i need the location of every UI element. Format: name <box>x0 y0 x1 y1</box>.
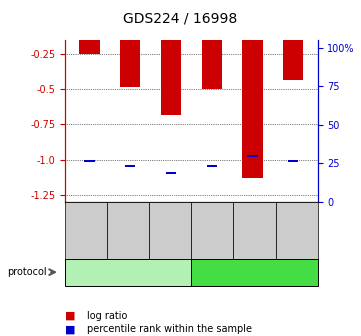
Text: ■: ■ <box>65 311 75 321</box>
Text: GDS224 / 16998: GDS224 / 16998 <box>123 12 238 26</box>
Bar <box>120 19 140 87</box>
Bar <box>84 160 95 162</box>
Text: percentile rank within the sample: percentile rank within the sample <box>87 324 252 334</box>
Text: single round amplification: single round amplification <box>83 269 174 275</box>
Text: log ratio: log ratio <box>87 311 127 321</box>
Bar <box>288 160 298 162</box>
Bar <box>125 165 135 167</box>
Bar <box>161 19 181 115</box>
Bar <box>206 165 217 167</box>
Text: GSM4656: GSM4656 <box>208 212 217 249</box>
Bar <box>166 171 176 174</box>
Text: ■: ■ <box>65 324 75 334</box>
Bar <box>242 19 263 178</box>
Bar <box>79 19 100 54</box>
Bar <box>201 19 222 89</box>
Text: GSM4663: GSM4663 <box>124 212 132 249</box>
Text: GSM4666: GSM4666 <box>292 212 301 249</box>
Text: protocol: protocol <box>7 267 47 277</box>
Text: double round amplification: double round amplification <box>208 269 301 275</box>
Bar <box>247 155 257 158</box>
Text: GSM4657: GSM4657 <box>82 212 91 249</box>
Text: GSM4662: GSM4662 <box>250 212 259 249</box>
Bar <box>283 19 303 80</box>
Text: GSM4667: GSM4667 <box>166 212 175 249</box>
